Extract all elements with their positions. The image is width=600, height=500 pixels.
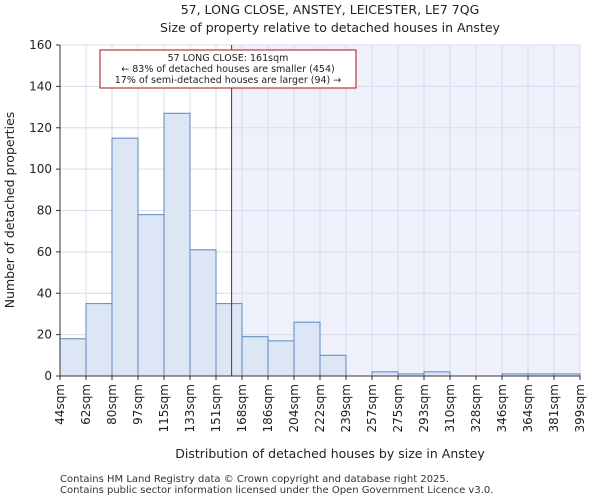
x-tick-label: 151sqm: [209, 384, 223, 432]
x-tick-label: 239sqm: [339, 384, 353, 432]
y-tick-label: 160: [29, 38, 52, 52]
x-tick-label: 310sqm: [443, 384, 457, 432]
bar-222sqm: [319, 354, 347, 377]
x-tick-label: 44sqm: [53, 384, 67, 425]
annotation-line-3: 17% of semi-detached houses are larger (…: [115, 75, 342, 86]
x-axis-label: Distribution of detached houses by size …: [175, 446, 485, 461]
y-tick-label: 120: [29, 121, 52, 135]
x-tick-label: 133sqm: [183, 384, 197, 432]
x-tick-label: 399sqm: [573, 384, 587, 432]
annotation-line-2: ← 83% of detached houses are smaller (45…: [121, 64, 334, 75]
x-tick-label: 257sqm: [365, 384, 379, 432]
bar-204sqm: [293, 321, 321, 377]
footer-licence: Contains public sector information licen…: [60, 485, 494, 496]
x-tick-label: 328sqm: [469, 384, 483, 432]
y-tick-label: 20: [37, 328, 52, 342]
bar-97sqm: [137, 214, 165, 377]
chart-title: 57, LONG CLOSE, ANSTEY, LEICESTER, LE7 7…: [181, 2, 480, 17]
x-tick-label: 346sqm: [495, 384, 509, 432]
bar-62sqm: [85, 303, 113, 377]
y-tick-label: 140: [29, 79, 52, 93]
x-tick-label: 364sqm: [521, 384, 535, 432]
bar-151sqm: [215, 303, 243, 377]
chart-subtitle: Size of property relative to detached ho…: [160, 20, 500, 35]
bar-293sqm: [423, 371, 451, 377]
x-tick-label: 222sqm: [313, 384, 327, 432]
footer-copyright: Contains HM Land Registry data © Crown c…: [60, 474, 449, 485]
annotation-line-1: 57 LONG CLOSE: 161sqm: [168, 53, 289, 64]
x-tick-label: 115sqm: [157, 384, 171, 432]
bar-168sqm: [241, 336, 269, 377]
bar-44sqm: [59, 338, 87, 377]
x-tick-label: 381sqm: [547, 384, 561, 432]
bar-80sqm: [111, 137, 139, 377]
x-tick-label: 62sqm: [79, 384, 93, 425]
y-tick-label: 60: [37, 245, 52, 259]
bar-115sqm: [163, 112, 191, 377]
y-axis-label: Number of detached properties: [2, 112, 17, 309]
x-tick-label: 204sqm: [287, 384, 301, 432]
annotation-box: [99, 49, 357, 89]
x-tick-label: 80sqm: [105, 384, 119, 425]
y-tick-label: 40: [37, 286, 52, 300]
y-tick-label: 80: [37, 204, 52, 218]
bar-133sqm: [189, 249, 217, 377]
y-tick-label: 0: [44, 369, 52, 383]
plot-area: 0 20 40 60 80 100 120 140 160 44sqm 62sqm 80sqm 97sq…: [29, 38, 587, 432]
x-tick-label: 293sqm: [417, 384, 431, 432]
x-tick-label: 186sqm: [261, 384, 275, 432]
chart: 57, LONG CLOSE, ANSTEY, LEICESTER, LE7 7…: [2, 2, 587, 461]
x-tick-label: 275sqm: [391, 384, 405, 432]
bar-186sqm: [267, 340, 295, 377]
x-tick-label: 97sqm: [131, 384, 145, 425]
x-tick-label: 168sqm: [235, 384, 249, 432]
y-tick-label: 100: [29, 162, 52, 176]
bar-257sqm: [371, 371, 399, 377]
